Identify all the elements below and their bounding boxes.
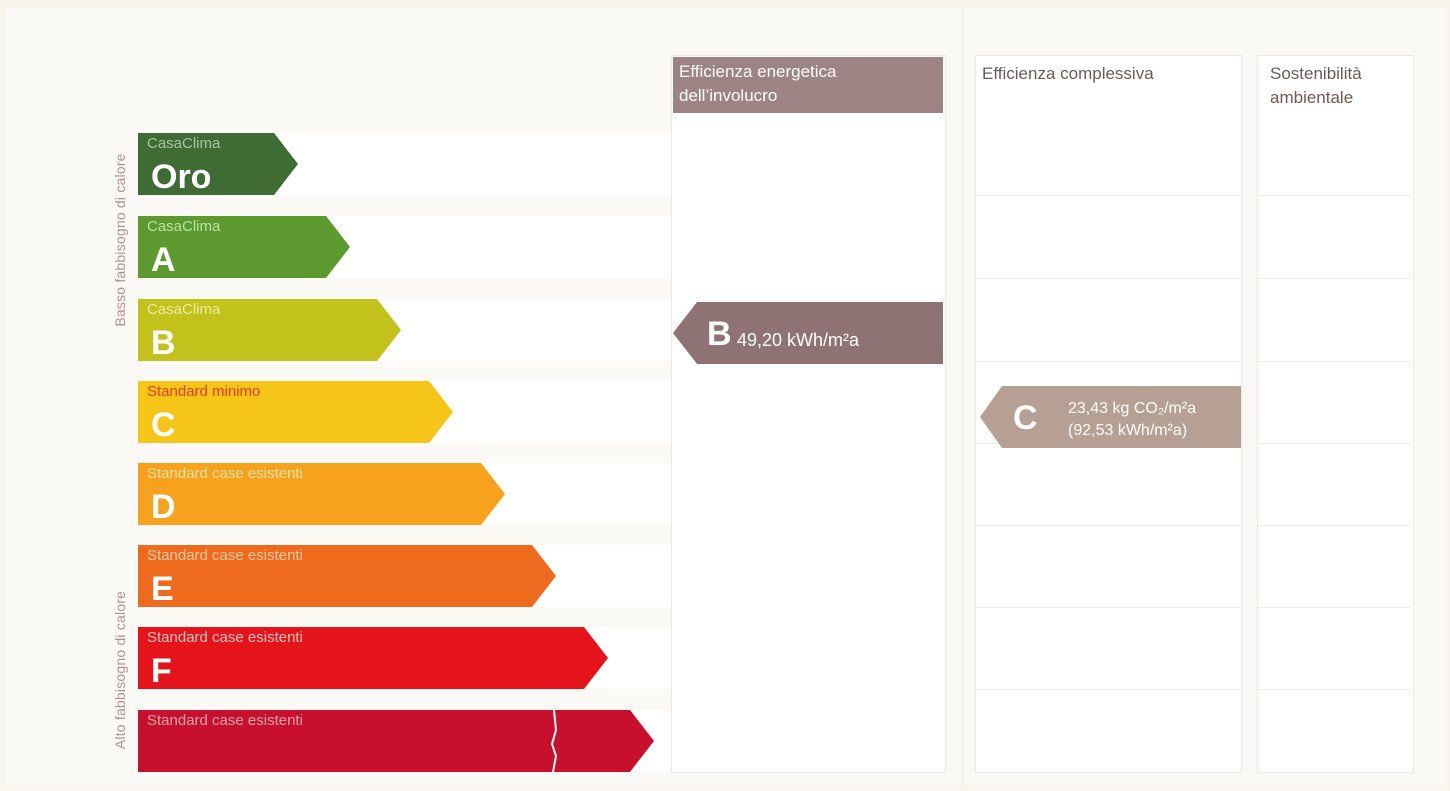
class-subtitle: Standard case esistenti (147, 629, 303, 646)
row-rule (976, 607, 1240, 608)
overall-rating-letter: C (1013, 399, 1038, 437)
energy-class-bar-oro: CasaClima Oro (138, 133, 298, 196)
envelope-marker-arrow (673, 302, 943, 364)
energy-class-bar-c: Standard minimo C (138, 381, 453, 444)
energy-class-bar-a: CasaClima A (138, 216, 350, 279)
overall-rating-value-line2: (92,53 kWh/m²a) (1068, 422, 1188, 439)
class-arrow-shape (138, 381, 453, 443)
class-arrow-shape (138, 299, 401, 361)
class-subtitle: CasaClima (147, 301, 221, 318)
class-arrow-shape (138, 463, 505, 525)
row-rule (976, 689, 1240, 690)
class-arrow-shape (138, 216, 350, 278)
overall-title: Efficienza complessiva (982, 64, 1154, 83)
energy-class-bar-e: Standard case esistenti E (138, 545, 556, 608)
class-arrow-shape (138, 710, 654, 772)
row-rule (1258, 195, 1411, 196)
row-rule (1258, 278, 1411, 279)
energy-class-bar-d: Standard case esistenti D (138, 463, 505, 526)
sustainability-title-line1: Sostenibilità (1270, 64, 1362, 83)
class-letter: C (151, 406, 176, 444)
class-letter: B (151, 324, 176, 362)
row-rule (1258, 443, 1411, 444)
overall-rating-marker: C 23,43 kg CO₂/m²a (92,53 kWh/m²a) (980, 386, 1241, 448)
sustainability-column-header: Sostenibilità ambientale (1270, 62, 1362, 110)
class-letter: D (151, 488, 176, 526)
row-rule (1258, 689, 1411, 690)
overall-column-header: Efficienza complessiva (982, 62, 1154, 86)
overall-rating-value-line1: 23,43 kg CO₂/m²a (1068, 400, 1197, 417)
class-subtitle: CasaClima (147, 135, 221, 152)
energy-class-bar-f: Standard case esistenti F (138, 627, 608, 690)
energy-class-bar-g: Standard case esistenti (138, 710, 654, 772)
envelope-rating-value: 49,20 kWh/m²a (737, 330, 860, 350)
envelope-rating-marker: B 49,20 kWh/m²a (673, 302, 943, 364)
class-arrow-shape (138, 545, 556, 607)
row-rule (1258, 525, 1411, 526)
row-rule (976, 195, 1240, 196)
row-rule (1258, 361, 1411, 362)
envelope-column (671, 55, 946, 773)
class-subtitle: Standard case esistenti (147, 465, 303, 482)
row-rule (976, 772, 1240, 773)
class-arrow-shape (138, 627, 608, 689)
row-rule (1258, 772, 1411, 773)
envelope-rating-letter: B (707, 315, 732, 353)
class-letter: E (151, 570, 174, 608)
envelope-title: Efficienza energetica dell’involucro (679, 62, 837, 105)
class-subtitle: Standard case esistenti (147, 712, 303, 729)
row-rule (976, 361, 1240, 362)
row-rule (1258, 607, 1411, 608)
energy-class-bar-b: CasaClima B (138, 299, 401, 362)
sustainability-column (1257, 55, 1414, 773)
row-rule (976, 525, 1240, 526)
overall-marker-arrow (980, 386, 1241, 448)
class-letter: A (151, 241, 176, 279)
class-subtitle: Standard minimo (147, 383, 261, 400)
class-subtitle: Standard case esistenti (147, 547, 303, 564)
class-arrow-shape (138, 133, 298, 195)
sustainability-title-line2: ambientale (1270, 88, 1354, 107)
divider (962, 8, 963, 786)
envelope-column-header: Efficienza energetica dell’involucro (673, 57, 943, 113)
class-subtitle: CasaClima (147, 218, 221, 235)
class-letter: Oro (151, 158, 212, 196)
row-rule (976, 278, 1240, 279)
class-letter: F (151, 652, 172, 690)
